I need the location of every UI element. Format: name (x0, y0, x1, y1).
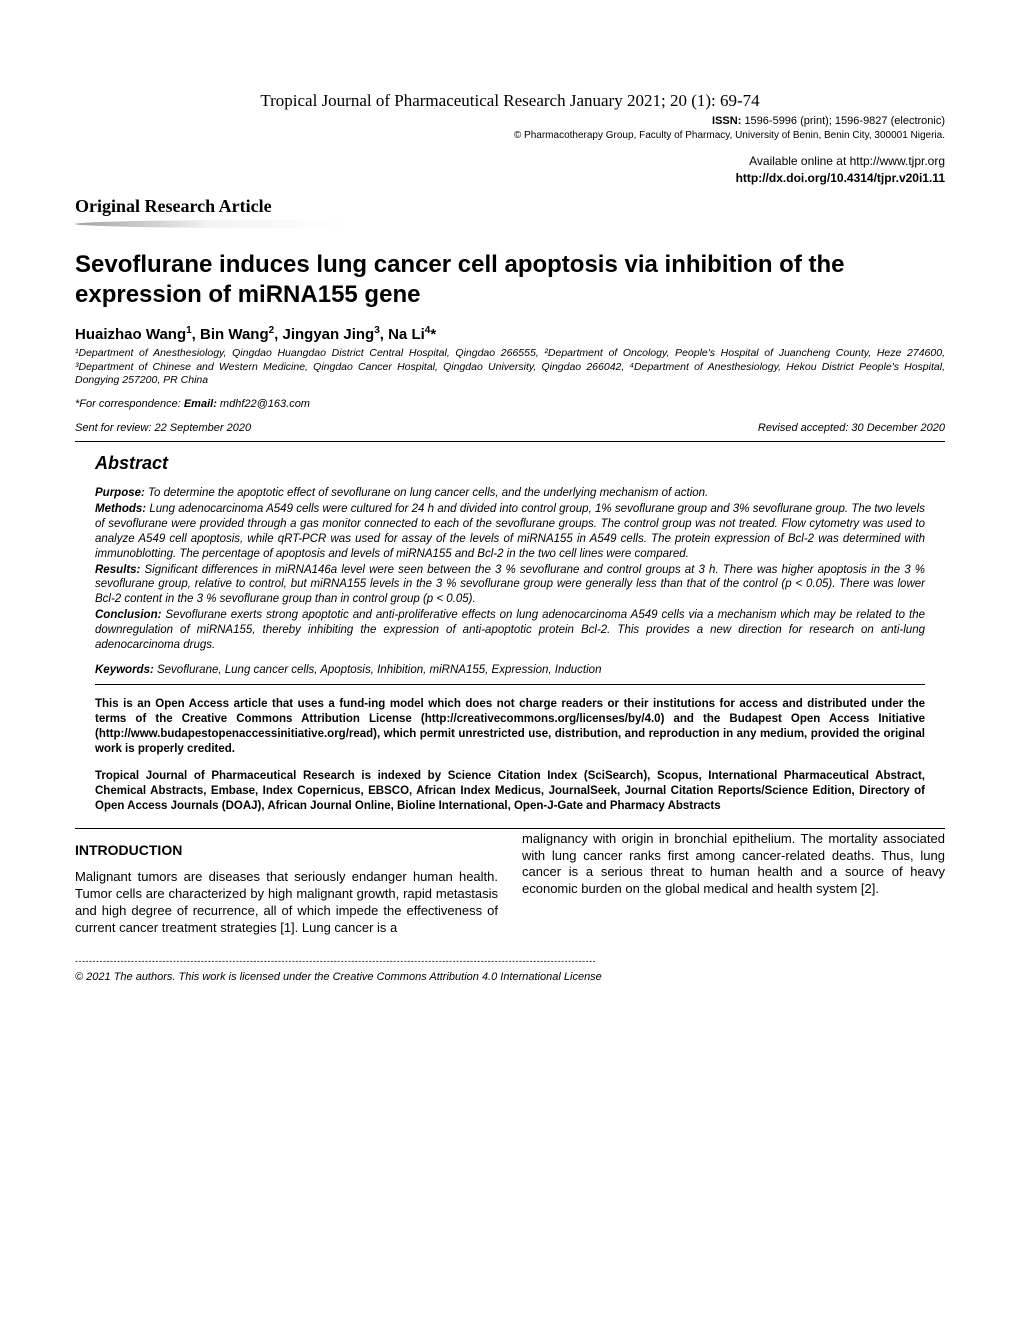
conclusion-text: Sevoflurane exerts strong apoptotic and … (95, 609, 925, 651)
authors: Huaizhao Wang1, Bin Wang2, Jingyan Jing3… (75, 324, 945, 345)
purpose-text: To determine the apoptotic effect of sev… (145, 487, 708, 499)
keywords: Keywords: Sevoflurane, Lung cancer cells… (95, 663, 925, 678)
abstract-results: Results: Significant differences in miRN… (95, 563, 925, 608)
rule-bottom (75, 828, 945, 829)
keywords-label: Keywords: (95, 664, 154, 676)
revised-date: Revised accepted: 30 December 2020 (758, 421, 945, 435)
intro-col1-text: Malignant tumors are diseases that serio… (75, 869, 498, 937)
purpose-label: Purpose: (95, 487, 145, 499)
issn-label: ISSN: (712, 115, 741, 127)
issn-line: ISSN: 1596-5996 (print); 1596-9827 (elec… (75, 114, 945, 128)
indexing-statement: Tropical Journal of Pharmaceutical Resea… (95, 769, 925, 814)
available-online: Available online at http://www.tjpr.org (75, 154, 945, 170)
footer-dashes: ----------------------------------------… (75, 956, 945, 968)
body-col-left: INTRODUCTION Malignant tumors are diseas… (75, 831, 498, 937)
body-columns: INTRODUCTION Malignant tumors are diseas… (75, 831, 945, 937)
footer-license: © 2021 The authors. This work is license… (75, 970, 945, 984)
results-text: Significant differences in miRNA146a lev… (95, 564, 925, 606)
abstract-methods: Methods: Lung adenocarcinoma A549 cells … (95, 502, 925, 562)
doi-link[interactable]: http://dx.doi.org/10.4314/tjpr.v20i1.11 (75, 171, 945, 187)
introduction-heading: INTRODUCTION (75, 841, 498, 859)
correspondence: *For correspondence: Email: mdhf22@163.c… (75, 397, 945, 411)
dates-row: Sent for review: 22 September 2020 Revis… (75, 421, 945, 435)
correspondence-label: *For correspondence: (75, 398, 184, 410)
open-access-statement: This is an Open Access article that uses… (95, 697, 925, 757)
results-label: Results: (95, 564, 140, 576)
abstract-purpose: Purpose: To determine the apoptotic effe… (95, 486, 925, 501)
issn-values: 1596-5996 (print); 1596-9827 (electronic… (744, 115, 945, 127)
email-label: Email: (184, 398, 220, 410)
affiliations: ¹Department of Anesthesiology, Qingdao H… (75, 347, 945, 386)
abstract-heading: Abstract (95, 452, 925, 475)
rule-top (75, 441, 945, 442)
sent-date: Sent for review: 22 September 2020 (75, 421, 251, 435)
body-col-right: malignancy with origin in bronchial epit… (522, 831, 945, 937)
article-type: Original Research Article (75, 195, 945, 218)
header-copyright: © Pharmacotherapy Group, Faculty of Phar… (75, 129, 945, 142)
gradient-divider (75, 220, 467, 228)
methods-text: Lung adenocarcinoma A549 cells were cult… (95, 503, 925, 560)
journal-citation: Tropical Journal of Pharmaceutical Resea… (75, 90, 945, 112)
keywords-text: Sevoflurane, Lung cancer cells, Apoptosi… (154, 664, 602, 676)
intro-col2-text: malignancy with origin in bronchial epit… (522, 831, 945, 899)
abstract-box: Abstract Purpose: To determine the apopt… (75, 444, 945, 825)
abstract-conclusion: Conclusion: Sevoflurane exerts strong ap… (95, 608, 925, 653)
conclusion-label: Conclusion: (95, 609, 161, 621)
correspondence-email[interactable]: mdhf22@163.com (220, 398, 310, 410)
article-title: Sevoflurane induces lung cancer cell apo… (75, 250, 945, 310)
rule-after-keywords (95, 684, 925, 685)
methods-label: Methods: (95, 503, 146, 515)
